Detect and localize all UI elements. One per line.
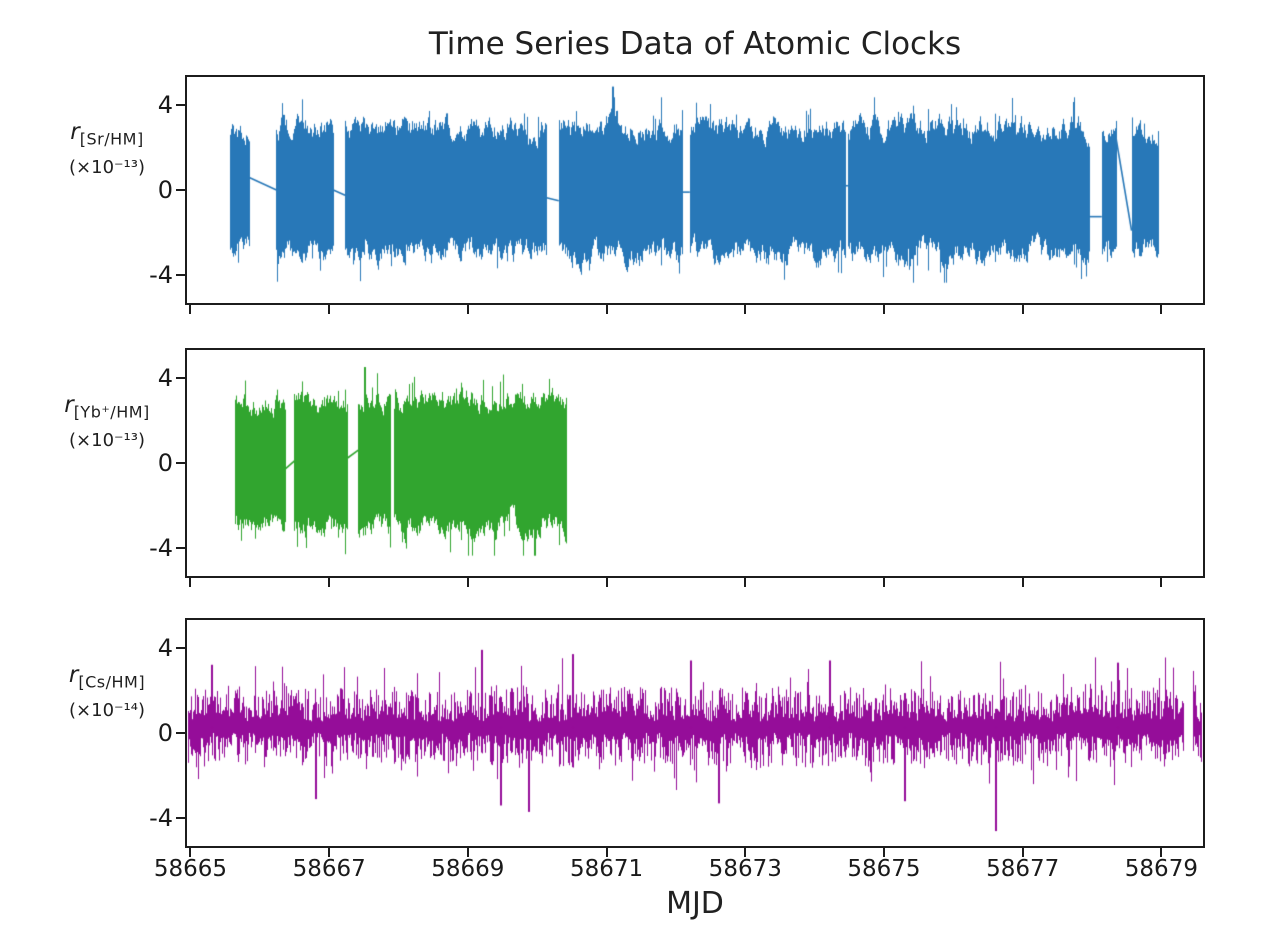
- x-tick-mark: [328, 578, 331, 587]
- x-tick-label: 58665: [153, 856, 228, 882]
- x-tick-mark: [605, 848, 608, 857]
- y-tick-label: -4: [149, 261, 173, 290]
- x-tick-mark: [882, 578, 885, 587]
- x-tick-label: 58673: [708, 856, 782, 882]
- x-tick-label: 58675: [847, 856, 921, 882]
- y-tick-label: 4: [157, 363, 173, 392]
- x-tick-mark: [328, 848, 331, 857]
- plot-panel-yb-hm: 4 0 -4: [149, 348, 1205, 587]
- x-tick-mark: [744, 848, 747, 857]
- y-axis-scale-yb-hm: (×10⁻¹³): [69, 429, 145, 451]
- x-tick-mark: [882, 848, 885, 857]
- x-tick-label: 58679: [1124, 856, 1198, 882]
- y-axis-scale-sr-hm: (×10⁻¹³): [69, 156, 145, 178]
- x-tick-mark: [744, 578, 747, 587]
- x-tick-mark: [328, 305, 331, 314]
- y-tick-mark: [176, 189, 185, 191]
- x-tick-mark: [1160, 578, 1163, 587]
- cs-hm-series-canvas: [187, 620, 1203, 846]
- y-tick-label: 4: [157, 90, 173, 119]
- y-tick-mark: [176, 376, 185, 379]
- plot-panel-cs-hm: 58665 58667 58669 58671 58673 58675 58677 58679…: [149, 618, 1205, 882]
- x-tick-mark: [189, 848, 192, 857]
- y-axis-scale-cs-hm: (×10⁻¹⁴): [69, 699, 145, 721]
- x-tick-mark: [466, 578, 469, 587]
- y-tick-mark: [176, 462, 185, 464]
- y-axis-label-yb-hm-main: r[Yb⁺/HM]: [64, 392, 150, 422]
- y-tick-label: -4: [149, 534, 173, 563]
- sr-hm-series-canvas: [187, 77, 1203, 303]
- x-tick-label: 58677: [986, 856, 1060, 882]
- y-tick-mark: [176, 274, 185, 277]
- chart-title: Time Series Data of Atomic Clocks: [428, 26, 962, 62]
- x-tick-mark: [1160, 305, 1163, 314]
- x-tick-mark: [1160, 848, 1163, 857]
- y-tick-mark: [176, 646, 185, 649]
- x-tick-mark: [1021, 305, 1024, 314]
- y-tick-mark: [176, 103, 185, 106]
- x-tick-mark: [466, 848, 469, 857]
- y-axis-label-sr-hm-main: r[Sr/HM]: [70, 119, 144, 149]
- x-axis-label: MJD: [666, 886, 724, 921]
- x-tick-mark: [1021, 578, 1024, 587]
- y-tick-label: 0: [157, 176, 173, 204]
- x-tick-mark: [605, 305, 608, 314]
- x-tick-mark: [744, 305, 747, 314]
- y-tick-label: 4: [157, 633, 173, 662]
- y-axis-label-cs-hm-main: r[Cs/HM]: [68, 662, 146, 692]
- y-tick-mark: [176, 817, 185, 820]
- x-tick-label: 58671: [569, 856, 644, 882]
- y-tick-mark: [176, 547, 185, 550]
- y-tick-label: 0: [157, 719, 173, 747]
- y-axis-label-sr-hm: r[Sr/HM] (×10⁻¹³): [34, 118, 180, 179]
- y-tick-mark: [176, 732, 185, 734]
- x-tick-mark: [1021, 848, 1024, 857]
- x-tick-mark: [466, 305, 469, 314]
- y-tick-label: 0: [157, 449, 173, 477]
- x-tick-label: 58667: [292, 856, 366, 882]
- plot-panel-sr-hm: 4 0 -4: [149, 75, 1205, 314]
- x-tick-mark: [605, 578, 608, 587]
- yb-hm-series-canvas: [187, 350, 1203, 576]
- y-axis-label-cs-hm: r[Cs/HM] (×10⁻¹⁴): [34, 661, 180, 722]
- y-tick-label: -4: [149, 804, 173, 833]
- x-tick-mark: [189, 578, 192, 587]
- x-tick-mark: [189, 305, 192, 314]
- x-tick-mark: [882, 305, 885, 314]
- y-axis-label-yb-hm: r[Yb⁺/HM] (×10⁻¹³): [34, 391, 180, 452]
- x-tick-label: 58669: [431, 856, 505, 882]
